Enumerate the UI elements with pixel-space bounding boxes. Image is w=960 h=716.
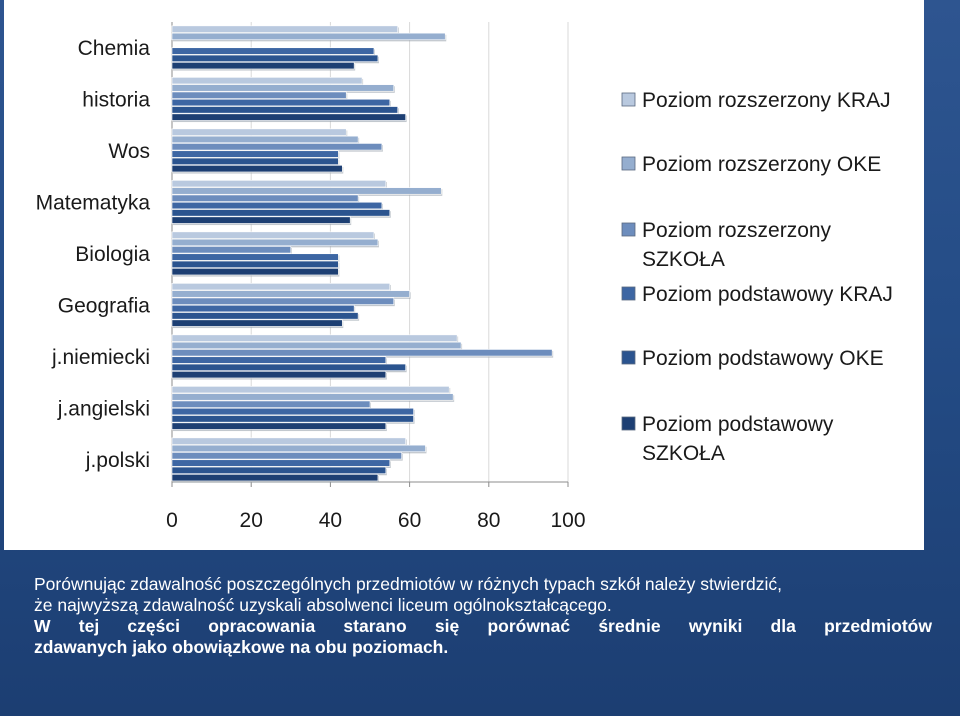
bar — [171, 47, 375, 55]
x-tick-label: 60 — [398, 509, 421, 532]
bar — [171, 341, 462, 350]
bar — [171, 312, 359, 320]
bar — [171, 363, 406, 371]
x-tick-label: 80 — [477, 509, 500, 532]
bar — [171, 283, 391, 291]
category-label: Geografia — [58, 294, 151, 317]
legend-swatch — [621, 350, 636, 365]
bar — [171, 180, 387, 188]
bar — [171, 297, 395, 305]
bar — [171, 106, 399, 114]
bar — [171, 452, 402, 460]
bar — [171, 54, 379, 62]
legend-swatch — [621, 156, 636, 171]
bar — [171, 91, 347, 99]
bar — [171, 25, 399, 33]
x-tick-label: 40 — [319, 509, 342, 532]
caption-line-1: Porównując zdawalność poszczególnych prz… — [34, 574, 782, 594]
x-tick-label: 0 — [166, 509, 178, 532]
bar — [171, 201, 383, 210]
bar — [171, 143, 383, 151]
bar — [171, 393, 454, 401]
bar — [171, 386, 450, 394]
legend-swatch — [621, 286, 636, 301]
category-label: Matematyka — [36, 191, 151, 214]
bar — [171, 84, 395, 92]
bar — [171, 290, 410, 298]
bar — [171, 459, 391, 467]
bar — [171, 466, 387, 474]
bar — [171, 260, 339, 268]
caption: Porównując zdawalność poszczególnych prz… — [34, 574, 932, 658]
caption-line-3: W tej części opracowania starano się por… — [34, 616, 932, 636]
bar-chart: 0 20 40 60 80 100 Chemia historia Wos Matematyka B… — [36, 22, 893, 532]
bar — [171, 400, 371, 408]
chart-panel: 0 20 40 60 80 100 Chemia historia Wos Matematyka B… — [4, 0, 924, 550]
legend-label: Poziom podstawowy SZKOŁA — [642, 413, 834, 465]
bar — [171, 422, 387, 430]
bar — [171, 437, 406, 445]
bar — [171, 98, 391, 107]
bar — [171, 77, 363, 85]
bar — [171, 32, 446, 41]
bar — [171, 349, 553, 357]
bar — [171, 407, 414, 416]
category-label: j.polski — [85, 449, 150, 472]
category-label: Wos — [108, 140, 150, 163]
legend-label: Poziom rozszerzony SZKOŁA — [642, 219, 832, 271]
bar — [171, 187, 442, 195]
legend-swatch — [621, 92, 636, 107]
bar — [171, 231, 375, 239]
category-label: Chemia — [78, 37, 151, 60]
bar — [171, 62, 355, 70]
category-label: Biologia — [75, 243, 150, 266]
bar — [171, 356, 387, 364]
legend-label: Poziom podstawowy KRAJ — [642, 283, 893, 306]
bar — [171, 415, 414, 423]
bar — [171, 135, 359, 144]
bar — [171, 113, 406, 121]
bar — [171, 238, 379, 247]
bar — [171, 165, 343, 173]
bar — [171, 334, 458, 342]
category-label: j.angielski — [57, 397, 150, 420]
category-label: historia — [82, 88, 150, 111]
legend-label: Poziom rozszerzony KRAJ — [642, 89, 891, 112]
x-tick-label: 100 — [550, 509, 585, 532]
bar — [171, 474, 379, 482]
legend-label: Poziom rozszerzony OKE — [642, 153, 881, 176]
bar — [171, 444, 426, 453]
bar — [171, 157, 339, 165]
bar — [171, 194, 359, 202]
caption-line-2: że najwyższą zdawalność uzyskali absolwe… — [34, 595, 612, 615]
legend-label: Poziom podstawowy OKE — [642, 347, 884, 370]
bar — [171, 268, 339, 276]
bar — [171, 371, 387, 379]
legend-swatch — [621, 416, 636, 431]
bar — [171, 150, 339, 158]
bar — [171, 246, 292, 254]
bar — [171, 216, 351, 224]
caption-line-4: zdawanych jako obowiązkowe na obu poziom… — [34, 637, 449, 657]
bar — [171, 304, 355, 313]
bar — [171, 253, 339, 261]
bar — [171, 128, 347, 136]
x-tick-label: 20 — [240, 509, 263, 532]
bar — [171, 209, 391, 217]
category-label: j.niemiecki — [51, 346, 150, 369]
legend-swatch — [621, 222, 636, 237]
bar — [171, 319, 343, 327]
